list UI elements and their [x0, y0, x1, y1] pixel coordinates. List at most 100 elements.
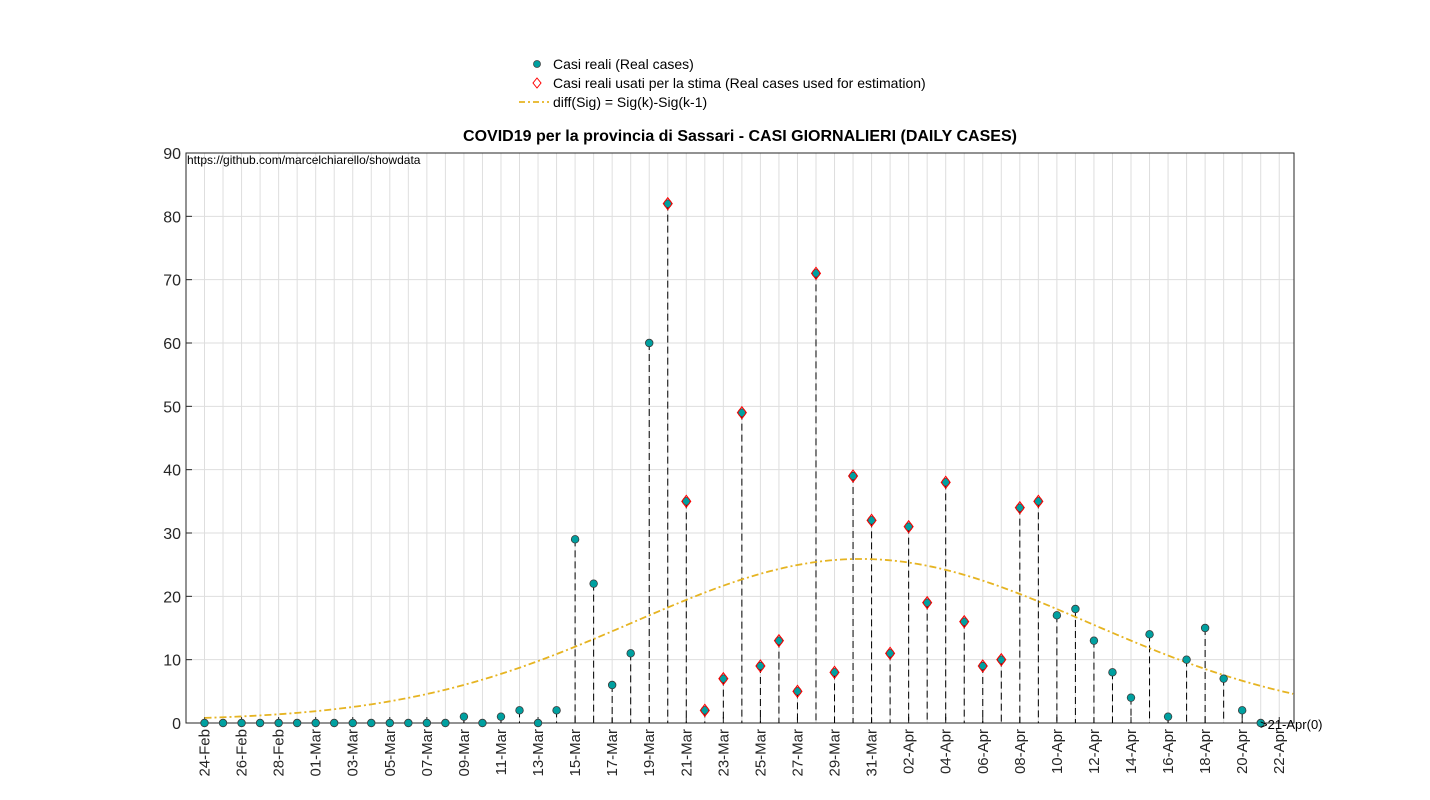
x-tick-label: 10-Apr [1049, 729, 1066, 774]
x-tick-label: 03-Mar [345, 729, 362, 777]
legend-label: Casi reali (Real cases) [553, 56, 694, 72]
x-tick-label: 29-Mar [827, 729, 844, 777]
data-point [626, 649, 635, 658]
chart-title: COVID19 per la provincia di Sassari - CA… [463, 128, 1017, 145]
estimation-diamonds [662, 196, 1044, 718]
data-point [682, 497, 691, 506]
estimation-marker [847, 469, 859, 483]
x-tick-label: 05-Mar [382, 729, 399, 777]
data-point [1219, 674, 1228, 683]
estimation-marker [681, 494, 692, 509]
estimation-marker [810, 266, 822, 281]
stems [463, 203, 1243, 723]
data-point [793, 687, 802, 696]
teal-dot-icon [533, 60, 541, 68]
data-point [292, 718, 302, 728]
data-point [737, 408, 747, 417]
data-point [1071, 604, 1080, 614]
estimation-marker [773, 633, 785, 648]
legend: Casi reali (Real cases) Casi reali usati… [515, 56, 965, 112]
data-point [274, 718, 283, 728]
data-point [1163, 712, 1173, 721]
x-tick-label: 17-Mar [604, 729, 621, 777]
data-point [218, 718, 228, 728]
data-point [330, 718, 339, 728]
estimation-marker [792, 684, 803, 699]
x-tick-label: 11-Mar [493, 729, 510, 775]
data-point [941, 478, 950, 487]
y-tick-labels: 0 10 20 30 40 50 60 70 80 90 [163, 146, 181, 733]
end-annotation: >21-Apr(0) [1260, 717, 1323, 732]
x-tick-label: 21-Mar [678, 729, 695, 777]
estimation-marker [866, 513, 877, 528]
x-tick-label: 22-Apr [1271, 729, 1288, 774]
data-point [496, 712, 506, 721]
data-point [978, 661, 987, 671]
y-tick-label: 40 [163, 463, 181, 480]
data-point [237, 718, 246, 728]
x-tick-label: 01-Mar [308, 729, 325, 777]
data-point [756, 661, 765, 671]
x-tick-label: 02-Apr [901, 729, 918, 774]
data-point [1256, 718, 1265, 728]
data-point [1108, 668, 1117, 677]
data-point [533, 718, 543, 728]
data-point [1145, 630, 1154, 639]
estimation-marker [736, 405, 747, 420]
red-diamond-icon [532, 77, 542, 89]
data-point [441, 718, 450, 728]
data-point [459, 712, 469, 721]
source-annotation: https://github.com/marcelchiarello/showd… [187, 153, 421, 167]
data-point [811, 269, 821, 278]
estimation-marker [699, 703, 710, 718]
data-point [367, 718, 376, 728]
data-point [422, 718, 432, 728]
x-tick-label: 27-Mar [789, 729, 806, 777]
data-point [663, 199, 672, 208]
data-point [997, 655, 1006, 664]
data-point [311, 718, 320, 728]
data-point [478, 718, 487, 728]
data-point [515, 706, 524, 715]
x-tick-label: 26-Feb [234, 729, 251, 777]
y-tick-label: 0 [172, 716, 181, 733]
data-point [960, 617, 969, 626]
x-tick-label: 07-Mar [419, 729, 436, 777]
data-point [1182, 655, 1191, 664]
x-tick-label: 19-Mar [641, 729, 658, 777]
data-point [700, 706, 710, 715]
data-point [848, 471, 858, 481]
y-tick-label: 90 [163, 146, 181, 163]
estimation-marker [884, 646, 896, 661]
legend-label: Casi reali usati per la stima (Real case… [553, 75, 926, 91]
estimation-marker [903, 519, 914, 534]
estimation-marker [829, 665, 840, 680]
real-case-points [200, 199, 1265, 728]
data-point [1200, 623, 1210, 633]
axes [185, 152, 1295, 724]
x-tick-label: 23-Mar [715, 729, 732, 777]
data-point [404, 718, 413, 728]
data-point [589, 579, 598, 588]
data-point [1015, 503, 1025, 512]
x-tick-label: 14-Apr [1123, 729, 1140, 774]
legend-entry-estimation: Casi reali usati per la stima (Real case… [515, 75, 965, 93]
x-tick-label: 16-Apr [1160, 729, 1177, 774]
y-tick-label: 70 [163, 273, 181, 290]
data-point [607, 680, 617, 690]
estimation-marker [977, 659, 988, 673]
data-point [570, 535, 580, 544]
x-tick-label: 25-Mar [752, 729, 769, 777]
data-point [719, 674, 728, 683]
y-tick-label: 60 [163, 336, 181, 353]
y-tick-label: 50 [163, 399, 181, 416]
y-tick-label: 80 [163, 209, 181, 226]
data-point [830, 668, 839, 677]
data-point [1126, 693, 1136, 702]
data-point [904, 522, 913, 531]
data-point [867, 516, 876, 525]
legend-label: diff(Sig) = Sig(k)-Sig(k-1) [553, 94, 708, 110]
data-point [645, 338, 654, 348]
x-tick-label: 31-Mar [864, 729, 881, 777]
